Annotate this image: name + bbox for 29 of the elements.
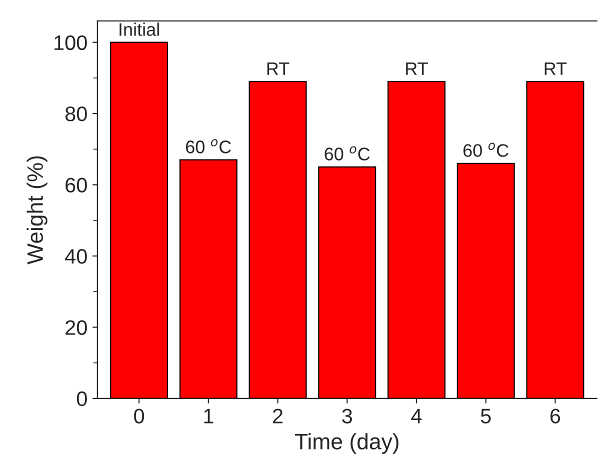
x-tick-label: 1 [204,408,214,424]
annotation: Initial [120,22,159,36]
x-axis-title: Time (day) [294,433,398,454]
bar [526,80,584,398]
y-tick-label: 60 [66,178,87,193]
annotation: 60 $^{o}$C [463,142,508,157]
bar [318,166,376,398]
y-axis-title: Weight (%) [26,156,48,264]
x-tick-label: 3 [342,408,352,424]
y-tick-label: 20 [66,320,87,335]
y-tick-label: 100 [54,35,87,50]
y-tick-label: 40 [65,248,87,264]
y-tick-label: 0 [76,391,87,406]
bar [179,159,238,398]
x-tick-label: 2 [273,408,283,424]
bar [248,80,307,398]
bar [387,80,446,398]
bar [456,162,515,398]
annotation: 60 $^{o}$C [324,146,370,160]
x-tick-label: 0 [134,408,144,424]
x-tick-label: 6 [550,408,560,424]
annotation: RT [544,62,567,75]
y-tick-label: 80 [65,106,87,122]
x-tick-label: 4 [411,408,422,424]
x-tick-label: 5 [480,408,491,424]
annotation: RT [406,62,428,75]
annotation: RT [267,62,290,75]
annotation: 60 $^{o}$C [186,139,231,154]
bar [110,42,168,398]
